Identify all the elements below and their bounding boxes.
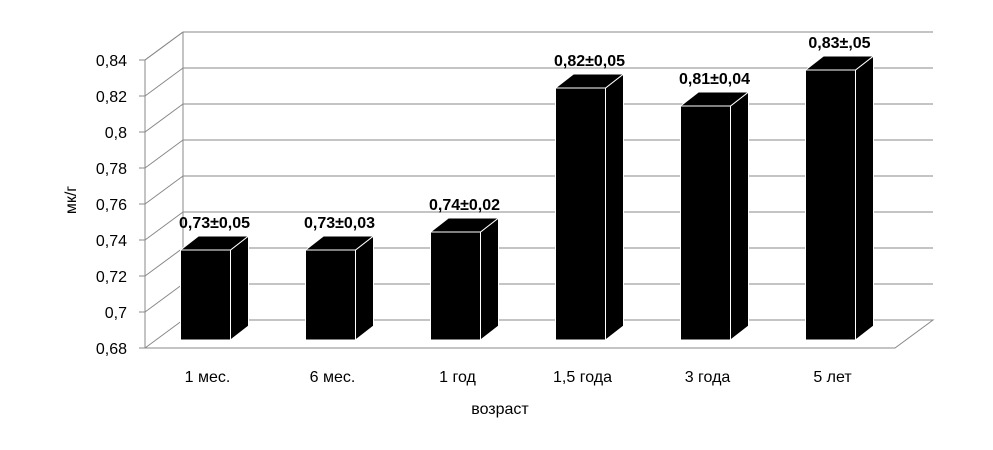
x-tick-label: 1 год (439, 369, 476, 386)
x-tick-label: 5 лет (813, 369, 852, 386)
x-tick-label: 1,5 года (553, 369, 612, 386)
bar-face (355, 235, 374, 341)
grid-line (144, 247, 184, 277)
grid-line (144, 175, 184, 205)
bar-face (305, 249, 356, 341)
y-tick-label: 0,72 (96, 269, 127, 286)
grid-line (144, 67, 184, 97)
y-tick-label: 0,76 (96, 197, 127, 214)
grid-line (144, 283, 184, 313)
bar-face (855, 55, 874, 341)
bar-face (680, 105, 731, 341)
grid-line (144, 31, 184, 61)
bar-face (555, 87, 606, 341)
y-tick-label: 0,7 (105, 305, 127, 322)
bar (680, 91, 749, 341)
grid-line (144, 319, 184, 349)
bar (430, 217, 499, 341)
y-tick-label: 0,8 (105, 125, 127, 142)
value-label: 0,73±0,05 (179, 215, 250, 232)
bar (555, 73, 624, 341)
bar-face (480, 217, 499, 341)
bar-face (805, 69, 856, 341)
bar-face (180, 249, 231, 341)
bar (805, 55, 874, 341)
bar-face (605, 73, 624, 341)
bar (305, 235, 374, 341)
x-tick-label: 6 мес. (310, 369, 356, 386)
bar (180, 235, 249, 341)
y-tick-label: 0,68 (96, 341, 127, 358)
value-label: 0,82±0,05 (554, 53, 625, 70)
x-tick-label: 1 мес. (185, 369, 231, 386)
x-axis-label: возраст (471, 401, 529, 418)
value-label: 0,74±0,02 (429, 197, 500, 214)
grid-line (144, 139, 184, 169)
y-axis-label: мк/г (63, 186, 80, 214)
bar-face (230, 235, 249, 341)
value-label: 0,73±0,03 (304, 215, 375, 232)
y-tick-label: 0,84 (96, 53, 127, 70)
bar-face (730, 91, 749, 341)
bar-face (430, 231, 481, 341)
grid-line (144, 103, 184, 133)
y-tick-label: 0,78 (96, 161, 127, 178)
x-tick-label: 3 года (685, 369, 731, 386)
value-label: 0,83±,05 (808, 35, 870, 52)
value-label: 0,81±0,04 (679, 71, 750, 88)
y-tick-label: 0,74 (96, 233, 127, 250)
y-tick-label: 0,82 (96, 89, 127, 106)
grid-line (144, 211, 184, 241)
